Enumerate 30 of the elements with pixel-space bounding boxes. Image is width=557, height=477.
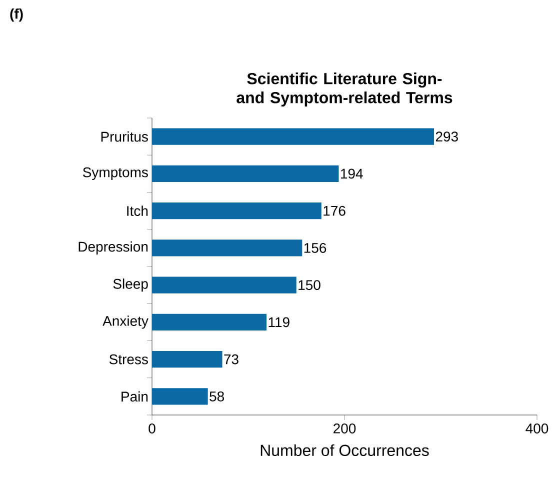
x-tick-label: 200 bbox=[334, 424, 356, 434]
y-tick-label: Symptoms bbox=[82, 167, 148, 180]
bar bbox=[152, 202, 322, 220]
bar bbox=[152, 276, 296, 294]
data-label: 194 bbox=[340, 168, 363, 179]
data-label: 293 bbox=[436, 132, 458, 142]
y-tick-label: Sleep bbox=[113, 278, 148, 292]
bar bbox=[152, 240, 302, 256]
y-tick-label: Pain bbox=[122, 391, 148, 402]
bar bbox=[152, 350, 222, 368]
x-tick-label: 0 bbox=[148, 424, 156, 434]
data-label: 156 bbox=[304, 242, 326, 253]
text: (f) bbox=[10, 8, 23, 22]
x-axis-title: Number of Occurrences bbox=[260, 444, 429, 456]
bar bbox=[152, 388, 208, 405]
bar bbox=[152, 165, 339, 182]
bar bbox=[152, 314, 267, 331]
y-tick-label: Anxiety bbox=[102, 316, 148, 329]
x-tick-label: 400 bbox=[526, 424, 548, 434]
y-tick-label: Depression bbox=[78, 241, 148, 254]
data-label: 176 bbox=[324, 206, 346, 216]
data-label: 58 bbox=[210, 391, 224, 402]
data-label: 150 bbox=[298, 280, 320, 290]
chart-title: Scientific Literature Sign- and Symptom-related Terms bbox=[236, 72, 452, 106]
y-tick-label: Itch bbox=[127, 206, 148, 216]
data-label: 119 bbox=[268, 317, 290, 328]
bar bbox=[152, 128, 434, 145]
y-tick-label: Pruritus bbox=[101, 131, 148, 142]
data-label: 73 bbox=[224, 354, 238, 364]
y-tick-label: Stress bbox=[109, 354, 148, 364]
